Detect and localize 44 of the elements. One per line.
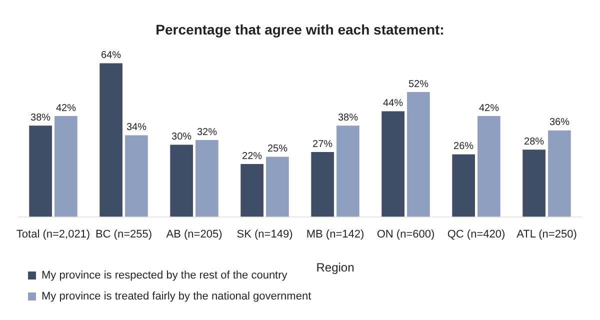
legend-label: My province is treated fairly by the national government — [42, 290, 312, 303]
bar — [29, 126, 52, 217]
legend-label: My province is respected by the rest of the country — [42, 270, 288, 282]
bar — [452, 154, 475, 217]
bar — [100, 63, 122, 217]
x-tick-label: MB (n=142) — [306, 228, 364, 240]
data-label: 38% — [30, 112, 51, 124]
bar — [54, 116, 78, 217]
bar — [478, 116, 500, 217]
data-label: 26% — [454, 141, 474, 152]
data-label: 38% — [338, 112, 358, 124]
data-label: 64% — [101, 50, 122, 61]
data-label: 32% — [196, 126, 218, 138]
text: Region — [316, 260, 354, 274]
bar — [382, 111, 404, 217]
data-label: 44% — [383, 98, 404, 109]
data-label: 42% — [478, 102, 500, 114]
data-label: 25% — [267, 144, 288, 155]
bar — [240, 164, 264, 217]
data-label: 36% — [549, 117, 570, 128]
data-label: 30% — [172, 132, 192, 143]
bar — [311, 152, 334, 217]
x-tick-label: AB (n=205) — [166, 228, 222, 240]
chart-title: Percentage that agree with each statement: — [156, 21, 444, 38]
bar — [407, 92, 430, 217]
x-tick-label: QC (n=420) — [447, 228, 506, 240]
bar — [336, 126, 360, 217]
bar — [196, 140, 218, 217]
bar — [266, 156, 289, 217]
bar — [170, 144, 193, 217]
x-tick-label: Total (n=2,021) — [16, 228, 90, 240]
x-tick-label: ATL (n=250) — [516, 228, 577, 240]
x-tick-label: SK (n=149) — [236, 228, 293, 240]
bar — [548, 130, 571, 217]
data-label: 28% — [524, 136, 544, 148]
bar — [125, 135, 148, 217]
x-tick-label: ON (n=600) — [376, 228, 435, 240]
data-label: 22% — [242, 150, 262, 162]
data-label: 52% — [408, 78, 429, 90]
x-tick-label: BC (n=255) — [95, 228, 152, 240]
data-label: 27% — [312, 138, 333, 150]
data-label: 42% — [56, 102, 76, 114]
data-label: 34% — [126, 122, 147, 133]
bar — [522, 150, 546, 217]
